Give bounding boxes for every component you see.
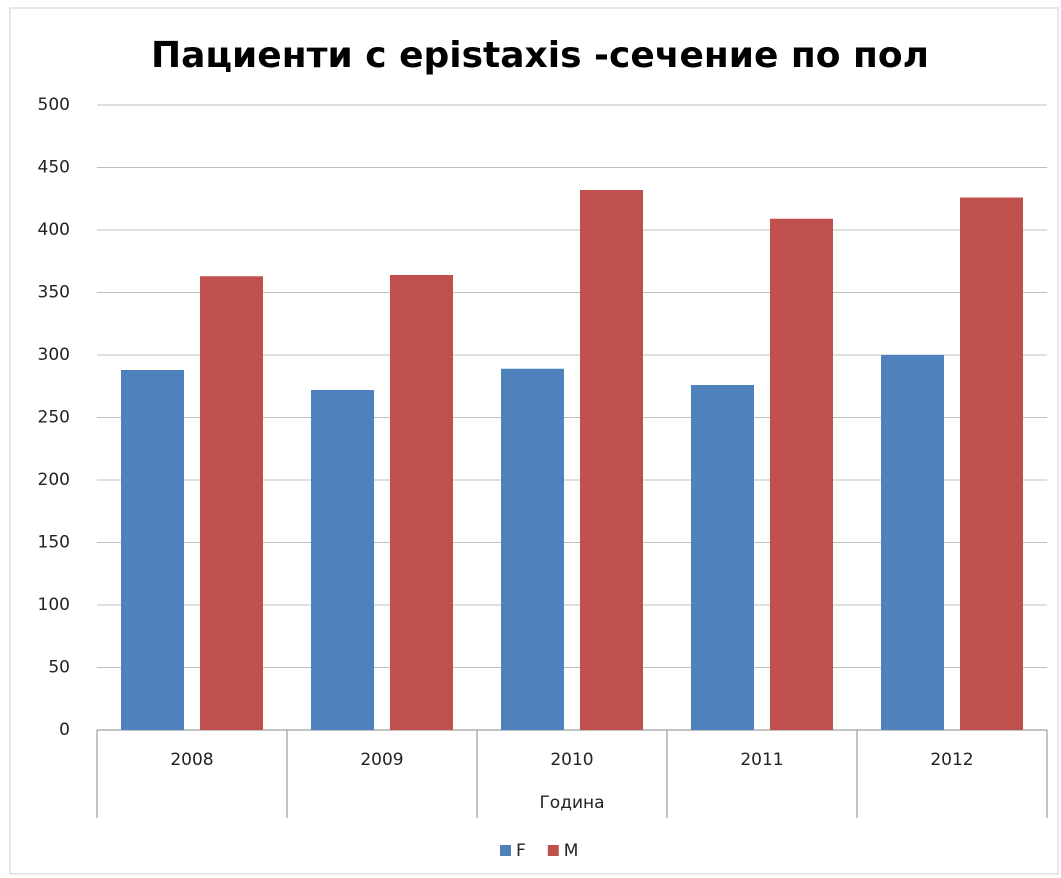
bar xyxy=(200,276,263,730)
y-tick-label: 0 xyxy=(59,720,70,740)
legend-label: F xyxy=(516,841,526,861)
x-tick-label: 2012 xyxy=(930,750,973,770)
x-axis-label: Година xyxy=(539,793,604,813)
bar xyxy=(770,218,833,730)
bar xyxy=(960,197,1023,730)
y-tick-label: 400 xyxy=(38,220,70,240)
bar xyxy=(501,368,564,730)
y-tick-label: 300 xyxy=(38,345,70,365)
y-tick-label: 450 xyxy=(38,158,70,178)
bar xyxy=(121,370,184,730)
x-tick-label: 2009 xyxy=(360,750,403,770)
y-tick-label: 350 xyxy=(38,283,70,303)
legend-label: M xyxy=(564,841,579,861)
bar xyxy=(881,355,944,730)
legend-swatch xyxy=(547,845,559,856)
bar xyxy=(580,190,643,730)
chart-title: Пациенти с epistaxis -сечение по пол xyxy=(151,35,929,76)
bar xyxy=(390,275,453,730)
y-tick-label: 250 xyxy=(38,408,70,428)
y-tick-label: 100 xyxy=(38,595,70,615)
legend-swatch xyxy=(500,845,511,856)
bar xyxy=(691,385,754,730)
y-tick-label: 150 xyxy=(38,533,70,553)
x-tick-label: 2010 xyxy=(550,750,593,770)
bar xyxy=(311,390,374,730)
x-tick-label: 2011 xyxy=(740,750,783,770)
y-tick-label: 50 xyxy=(48,658,70,678)
x-tick-label: 2008 xyxy=(170,750,213,770)
y-tick-label: 200 xyxy=(38,470,70,490)
y-tick-label: 500 xyxy=(38,95,70,115)
